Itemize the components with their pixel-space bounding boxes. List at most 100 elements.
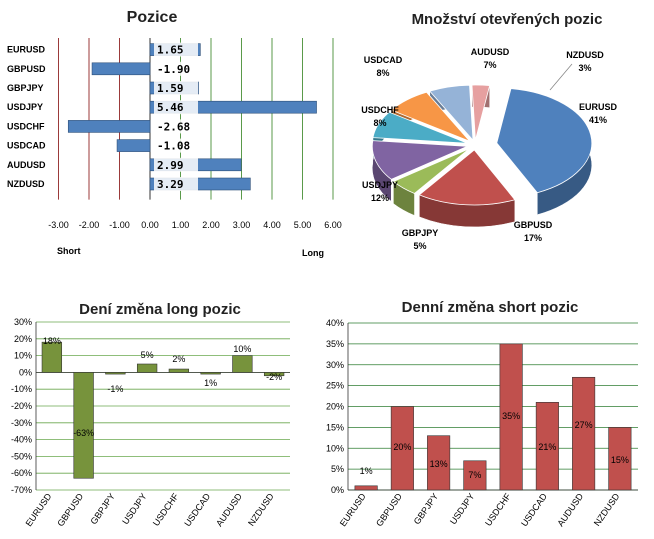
pie-label-name: GBPUSD bbox=[514, 220, 553, 230]
y-tick-label: 20% bbox=[14, 334, 32, 344]
y-tick-label: -60% bbox=[11, 468, 32, 478]
value-label: 3.29 bbox=[157, 178, 184, 191]
bar-value-label: 1% bbox=[204, 378, 217, 388]
change-bar bbox=[263, 372, 285, 377]
change-bar bbox=[427, 435, 451, 491]
value-label-box bbox=[154, 100, 198, 115]
value-label: -1.08 bbox=[157, 140, 190, 153]
value-label-box bbox=[154, 177, 198, 191]
y-tick-label: 20% bbox=[326, 402, 344, 412]
change-bar bbox=[535, 402, 559, 491]
y-tick-label: -40% bbox=[11, 435, 32, 445]
value-label: 2.99 bbox=[157, 159, 184, 172]
category-label: GBPJPY bbox=[412, 491, 441, 526]
change-bar bbox=[200, 372, 221, 375]
change-bar bbox=[232, 355, 253, 373]
category-label: EURUSD bbox=[7, 45, 46, 55]
long-change-chart: Dení změna long pozic 30% 20% 10% 0% -10% -20… bbox=[0, 290, 300, 539]
pie-label-name: NZDUSD bbox=[566, 50, 604, 60]
category-label: GBPJPY bbox=[7, 83, 44, 93]
y-tick-label: 30% bbox=[326, 360, 344, 370]
category-label: NZDUSD bbox=[7, 179, 45, 189]
change-bar bbox=[105, 372, 126, 375]
y-tick-label: 10% bbox=[326, 443, 344, 453]
pie-label-percent: 41% bbox=[589, 115, 607, 125]
y-tick-label: 0% bbox=[19, 367, 32, 377]
pie-label-name: USDJPY bbox=[362, 180, 398, 190]
y-tick-label: 40% bbox=[326, 318, 344, 328]
bar-value-label: 18% bbox=[43, 336, 61, 346]
value-label: -1.90 bbox=[157, 63, 190, 76]
long-change-title: Dení změna long pozic bbox=[79, 301, 241, 318]
change-bar bbox=[354, 485, 378, 491]
positions-chart-svg: Pozice -3.00 -2.00 -1.00 0.00 1.00 2.00 3.00 4.… bbox=[7, 9, 342, 258]
short-change-title: Denní změna short pozic bbox=[402, 299, 579, 316]
bar-value-label: 2% bbox=[172, 354, 185, 364]
value-label-box bbox=[154, 81, 198, 95]
short-change-chart-svg: Denní změna short pozic 40% 35% 30% 25% 20% 1… bbox=[326, 299, 638, 528]
category-label: USDCHF bbox=[483, 491, 513, 528]
value-label-box bbox=[154, 42, 198, 57]
bar-value-label: 5% bbox=[141, 350, 154, 360]
y-tick-label: -30% bbox=[11, 418, 32, 428]
change-bar bbox=[572, 376, 596, 491]
change-bar bbox=[499, 343, 523, 491]
category-label: GBPJPY bbox=[88, 491, 117, 526]
pie-label-name: USDCHF bbox=[361, 105, 399, 115]
position-bar bbox=[67, 120, 151, 133]
category-label: AUDUSD bbox=[555, 491, 585, 528]
category-label: USDJPY bbox=[120, 491, 149, 526]
category-label: USDCHF bbox=[151, 491, 181, 528]
value-label-box bbox=[154, 119, 198, 134]
y-tick-label: -20% bbox=[11, 401, 32, 411]
y-tick-label: -10% bbox=[11, 384, 32, 394]
category-label: GBPUSD bbox=[374, 491, 404, 528]
pie-label-percent: 3% bbox=[578, 63, 591, 73]
x-tick-label: 5.00 bbox=[294, 220, 312, 230]
category-label: AUDUSD bbox=[214, 491, 244, 528]
pie-label-percent: 12% bbox=[371, 193, 389, 203]
change-bar bbox=[41, 341, 63, 373]
category-label: EURUSD bbox=[24, 491, 54, 528]
pie-slice bbox=[371, 140, 468, 180]
bar-value-label: -63% bbox=[73, 428, 94, 438]
bar-value-label: 27% bbox=[575, 420, 593, 430]
short-label: Short bbox=[57, 246, 81, 256]
pie-label-percent: 17% bbox=[524, 233, 542, 243]
bar-value-label: 20% bbox=[393, 442, 411, 452]
x-tick-label: 4.00 bbox=[263, 220, 281, 230]
y-tick-label: 5% bbox=[331, 464, 344, 474]
x-tick-label: 6.00 bbox=[324, 220, 342, 230]
pie-slice bbox=[390, 91, 471, 142]
bar-value-label: 35% bbox=[502, 411, 520, 421]
category-label: USDCAD bbox=[519, 491, 549, 528]
change-bar bbox=[463, 460, 487, 491]
y-tick-label: 30% bbox=[14, 317, 32, 327]
x-tick-label: 1.00 bbox=[172, 220, 190, 230]
value-label-box bbox=[154, 157, 198, 172]
long-change-chart-svg: Dení změna long pozic 30% 20% 10% 0% -10% -20… bbox=[11, 301, 290, 528]
open-positions-pie-svg: Množství otevřených pozic EURUSD 41% GBPUS… bbox=[361, 11, 617, 251]
bar-value-label: -2% bbox=[266, 372, 282, 382]
pie-label-name: GBPJPY bbox=[402, 228, 439, 238]
pie-slice bbox=[418, 149, 516, 206]
category-label: GBPUSD bbox=[7, 64, 46, 74]
category-label: USDJPY bbox=[7, 102, 43, 112]
y-tick-label: 35% bbox=[326, 339, 344, 349]
value-label-box bbox=[154, 138, 198, 153]
bar-value-label: 1% bbox=[360, 466, 373, 476]
category-label: AUDUSD bbox=[7, 160, 46, 170]
change-bar bbox=[390, 406, 414, 491]
pie-slice bbox=[496, 88, 593, 194]
positions-chart-title: Pozice bbox=[127, 9, 178, 26]
y-tick-label: 10% bbox=[14, 351, 32, 361]
category-label: EURUSD bbox=[338, 491, 368, 528]
category-label: GBPUSD bbox=[55, 491, 85, 528]
category-label: USDJPY bbox=[448, 491, 477, 526]
x-tick-label: -2.00 bbox=[79, 220, 100, 230]
value-label: -2.68 bbox=[157, 120, 190, 133]
long-label: Long bbox=[302, 248, 324, 258]
x-tick-label: 3.00 bbox=[233, 220, 251, 230]
y-tick-label: 25% bbox=[326, 381, 344, 391]
y-tick-label: 0% bbox=[331, 485, 344, 495]
